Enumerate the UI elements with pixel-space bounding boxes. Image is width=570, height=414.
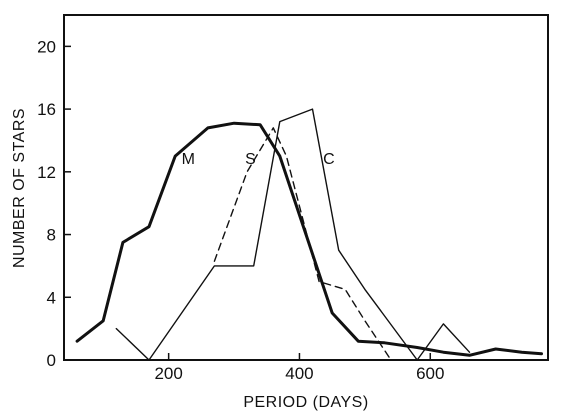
x-tick-label: 200 bbox=[154, 364, 182, 383]
series-label-C: C bbox=[323, 151, 335, 168]
y-tick-label: 4 bbox=[47, 288, 56, 307]
y-tick-label: 16 bbox=[37, 100, 56, 119]
plot-frame bbox=[63, 14, 549, 361]
y-axis-label: NUMBER OF STARS bbox=[11, 108, 28, 268]
y-tick-label: 20 bbox=[37, 37, 56, 56]
series-line-M bbox=[75, 121, 543, 357]
series-label-S: S bbox=[245, 151, 256, 168]
axis-ticks: 200 400 600 0 4 8 12 16 20 bbox=[37, 37, 444, 383]
series-line-C bbox=[115, 108, 471, 361]
y-tick-label: 0 bbox=[47, 351, 56, 370]
x-axis-label: PERIOD (DAYS) bbox=[243, 394, 368, 411]
x-tick-label: 400 bbox=[285, 364, 313, 383]
y-tick-label: 8 bbox=[47, 226, 56, 245]
x-tick-label: 600 bbox=[416, 364, 444, 383]
series-line-S bbox=[213, 127, 392, 361]
series-lines bbox=[75, 108, 543, 361]
y-tick-label: 12 bbox=[37, 163, 56, 182]
series-label-M: M bbox=[182, 151, 195, 168]
